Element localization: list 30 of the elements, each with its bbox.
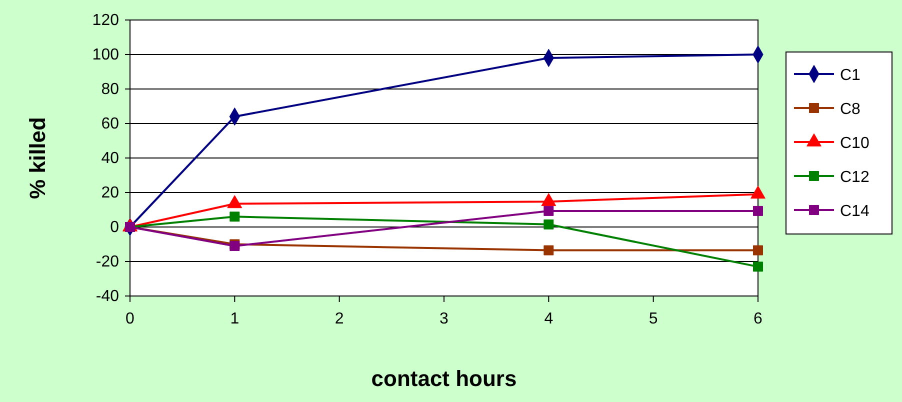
y-tick-label: 120 (92, 12, 120, 30)
y-tick-label: 80 (101, 81, 120, 98)
y-tick-label: -20 (96, 254, 120, 271)
point (544, 219, 554, 230)
x-tick-label: 0 (126, 310, 135, 328)
legend-label: C8 (840, 101, 861, 118)
legend-label: C14 (840, 203, 870, 220)
legend-label: C12 (840, 169, 870, 186)
x-tick-label: 5 (648, 310, 658, 328)
y-tick-label: 0 (110, 219, 120, 236)
x-tick-label: 4 (544, 310, 554, 328)
point (544, 206, 554, 216)
y-tick-label: 20 (101, 184, 120, 202)
y-axis-title: % killed (25, 117, 50, 199)
x-axis-title: contact hours (371, 366, 517, 391)
point (753, 262, 763, 272)
x-tick-label: 3 (440, 310, 449, 328)
x-tick-label: 2 (334, 310, 344, 328)
point (544, 245, 554, 256)
point (753, 206, 763, 216)
y-tick-label: 60 (101, 116, 120, 133)
point (753, 245, 763, 256)
x-tick-label: 1 (230, 310, 240, 328)
y-tick-label: 40 (101, 150, 120, 168)
x-tick-label: 6 (754, 310, 763, 328)
legend-label: C1 (840, 67, 861, 84)
legend-label: C10 (840, 135, 870, 152)
point (230, 212, 240, 222)
y-tick-label: -40 (96, 288, 120, 306)
y-tick-label: 100 (92, 46, 120, 64)
